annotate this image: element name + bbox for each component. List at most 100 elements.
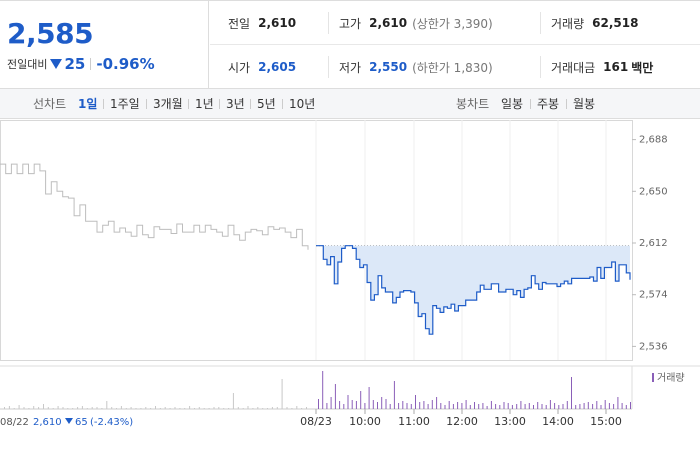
tab-weekly[interactable]: 주봉 [529,89,559,119]
amount-value: 161 [603,60,629,74]
prev-volume-bar [179,408,181,409]
today-volume-bar [398,403,400,409]
today-volume-bar [431,400,433,409]
prev-volume-bar [77,407,79,409]
prev-volume-bar [86,408,88,409]
today-volume-bar [318,399,319,409]
volume-value: 62,518 [592,16,639,30]
tab-5y[interactable]: 5년 [250,89,276,119]
today-volume-bar [347,395,349,409]
prev-day-date: 08/22 [0,417,29,428]
tab-1y[interactable]: 1년 [188,89,214,119]
today-volume-bar [579,404,581,409]
today-volume-bar [364,403,366,409]
today-volume-bar [596,401,598,409]
info-row-1: 전일 2,610 고가 2,610 (상한가 3,390) 거래량 62,518 [210,1,700,45]
prev-volume-bar [101,408,103,409]
prev-volume-bar [271,407,273,409]
prev-volume-bar [13,408,15,409]
tab-daily[interactable]: 일봉 [501,97,524,111]
today-volume-bar [625,405,627,409]
prev-volume-bar [276,407,278,409]
today-volume-bar [474,402,475,409]
today-volume-bar [571,377,572,409]
high-cell: 고가 2,610 (상한가 3,390) [328,12,493,34]
today-volume-bar [511,405,513,409]
volume-cell: 거래량 62,518 [540,12,638,34]
prev-volume-bar [281,379,283,409]
chart-tabs: 선차트 1일 1주일 3개월 1년 3년 5년 10년 봉차트 일봉 주봉 월봉 [0,89,700,119]
low-value: 2,550 [369,60,408,74]
tab-10y[interactable]: 10년 [281,89,315,119]
down-triangle-icon [50,59,63,69]
prev-volume-bar [291,408,293,409]
prev-volume-bar [252,408,254,409]
today-volume-bar [427,404,429,409]
today-volume-bar [368,387,370,409]
today-volume-bar [621,403,623,409]
x-tick-label: 15:00 [590,415,622,428]
prev-volume-bar [33,406,35,409]
prev-volume-bar [72,408,74,409]
today-volume-bar [440,403,442,409]
prev-volume-bar [91,407,93,409]
today-volume-bar [608,403,610,409]
today-volume-bar [389,404,391,409]
tab-3y[interactable]: 3년 [219,89,245,119]
quote-info: 전일 2,610 고가 2,610 (상한가 3,390) 거래량 62,518… [210,1,700,89]
prev-volume-bar [301,408,303,409]
prev-volume-bar [81,406,83,409]
today-volume-bar [339,401,341,409]
tab-1d[interactable]: 1일 [78,97,98,111]
today-volume-bar [583,403,585,409]
today-volume-bar [393,381,395,409]
today-volume-bar [343,404,345,409]
prev-volume-bar [116,408,117,409]
prev-volume-bar [62,407,64,409]
prev-volume-bar [203,408,205,409]
change-label: 전일대비 [7,58,48,71]
volume-legend-swatch [652,373,654,382]
tab-monthly[interactable]: 월봉 [565,89,595,119]
prev-volume-bar [67,408,69,409]
prev-close-label: 전일 [228,16,251,31]
today-volume-bar [630,402,631,409]
today-volume-bar [495,404,497,409]
volume-legend-label: 거래량 [657,372,685,384]
prev-volume-bar [232,393,234,409]
prev-day-close: 2,610 [33,417,62,428]
prev-volume-bar [18,405,20,409]
today-volume-bar [537,402,539,409]
prev-volume-bar [23,407,25,409]
today-volume-bar [516,404,518,409]
prev-volume-bar [111,407,113,409]
prev-volume-bar [164,407,166,409]
tab-1w[interactable]: 1주일 [103,89,140,119]
prev-volume-bar [43,404,44,409]
today-volume-bar [617,397,619,409]
amount-unit: 백만 [631,60,654,75]
today-volume-bar [486,406,488,409]
today-volume-bar [533,405,534,409]
today-volume-bar [554,403,556,409]
today-volume-bar [444,405,446,409]
prev-volume-bar [47,407,49,409]
tab-3m[interactable]: 3개월 [146,89,183,119]
prev-volume-bar [247,406,249,409]
prev-volume-bar [96,407,98,409]
today-volume-bar [360,391,362,409]
change-row: 전일대비 25 -0.96% [7,55,155,73]
prev-close-cell: 전일 2,610 [228,1,296,45]
prev-volume-bar [155,406,156,409]
today-volume-bar [562,404,564,409]
today-volume-bar [478,404,480,409]
prev-volume-bar [267,408,268,409]
prev-volume-bar [8,406,10,409]
today-volume-bar [334,384,336,409]
today-volume-bar [507,403,509,409]
prev-volume-bar [140,408,142,409]
prev-close-value: 2,610 [258,16,297,30]
amount-label: 거래대금 [551,60,596,75]
prev-volume-bar [174,407,176,409]
prev-volume-bar [198,407,200,409]
